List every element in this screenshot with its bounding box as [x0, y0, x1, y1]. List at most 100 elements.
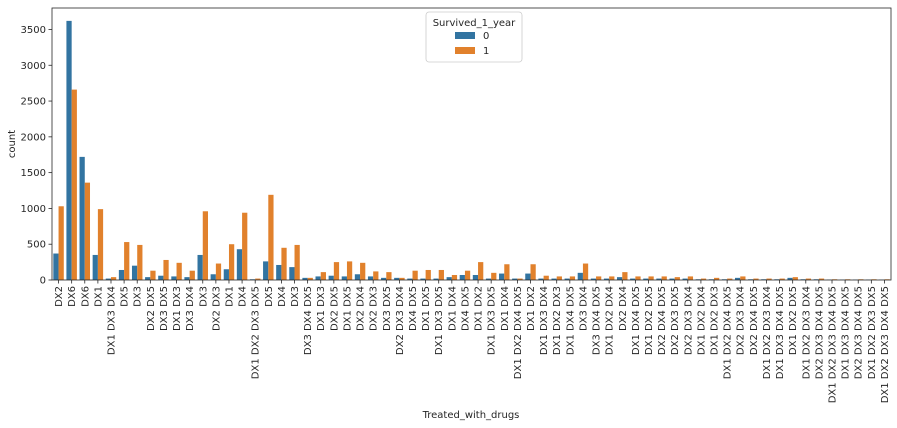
bar-series-0 — [184, 277, 190, 280]
bar-series-0 — [577, 272, 583, 280]
x-tick-label: DX1 DX2 DX4 DX5 — [513, 286, 524, 379]
bar-series-0 — [669, 278, 675, 280]
bar-series-0 — [302, 277, 308, 280]
bar-series-0 — [289, 267, 295, 280]
y-ticks: 0 500 1000 1500 2000 2500 3000 3500 — [21, 25, 52, 287]
x-tick-label: DX3 DX4 DX5 — [303, 286, 314, 355]
bar-series-0 — [210, 274, 216, 280]
bar-series-1 — [700, 278, 707, 280]
y-axis-label: count — [7, 130, 18, 158]
bar-series-0 — [682, 278, 688, 280]
bar-series-1 — [399, 277, 405, 280]
x-tick-label: DX1 DX2 DX4 — [696, 286, 707, 355]
bar-series-1 — [517, 278, 523, 280]
x-tick-label: DX1 — [93, 286, 104, 307]
y-tick-label: 1000 — [21, 204, 46, 215]
x-tick-label: DX2 DX5 — [329, 286, 340, 331]
bar-series-0 — [105, 278, 111, 280]
x-tick-label: DX1 DX2 DX5 — [644, 286, 655, 355]
bar-series-1 — [478, 262, 484, 280]
y-tick-label: 2500 — [21, 97, 46, 108]
bar-series-1 — [124, 242, 130, 280]
bar-series-0 — [118, 269, 125, 280]
bar-series-0 — [617, 277, 623, 280]
bar-series-1 — [215, 263, 222, 280]
x-tick-label: DX1 DX3 DX5 — [487, 286, 498, 355]
bar-series-0 — [433, 278, 439, 280]
x-tick-label: DX2 DX3 — [211, 286, 222, 331]
x-tick-label: DX4 DX5 — [408, 286, 419, 331]
x-tick-label: DX2 DX3 DX4 — [736, 286, 747, 355]
x-tick-label: DX4 — [277, 286, 288, 307]
bar-series-1 — [346, 261, 353, 280]
x-tick-label: DX1 DX2 DX3 DX5 — [251, 286, 262, 379]
x-tick-label: DX1 DX5 — [421, 286, 432, 331]
bar-series-0 — [446, 277, 452, 280]
x-tick-label: DX5 — [120, 286, 131, 307]
bar-series-1 — [530, 264, 536, 280]
bar-series-0 — [92, 254, 98, 280]
legend-title: Survived_1_year — [433, 18, 516, 29]
bars — [53, 20, 890, 280]
x-tick-label: DX3 DX4 — [185, 286, 196, 331]
bar-series-1 — [294, 244, 300, 280]
legend-swatch-0 — [455, 32, 475, 39]
bar-series-1 — [242, 212, 248, 280]
y-tick-label: 3000 — [21, 61, 46, 72]
x-tick-label: DX1 DX4 — [500, 286, 511, 331]
bar-series-0 — [485, 278, 492, 280]
x-tick-label: DX1 DX2 DX5 — [788, 286, 799, 355]
bar-series-1 — [491, 272, 497, 280]
x-tick-label: DX1 DX2 — [474, 286, 485, 331]
bar-series-0 — [328, 275, 334, 280]
bar-series-0 — [236, 249, 243, 280]
y-tick-label: 500 — [27, 240, 46, 251]
bar-series-0 — [512, 278, 518, 280]
plot-frame — [51, 7, 892, 281]
bar-series-0 — [354, 274, 361, 280]
x-tick-label: DX3 — [133, 286, 144, 307]
bar-series-0 — [276, 264, 282, 280]
bar-series-1 — [596, 276, 602, 280]
y-tick-label: 2000 — [21, 132, 46, 143]
bar-series-0 — [223, 269, 229, 280]
x-tick-label: DX1 DX2 DX4 — [605, 286, 616, 355]
bar-series-1 — [425, 269, 431, 280]
bar-series-1 — [451, 274, 458, 280]
bar-series-1 — [202, 211, 208, 280]
x-tick-label: DX1 DX3 DX4 DX5 — [841, 286, 852, 379]
bar-series-1 — [97, 209, 104, 280]
legend-swatch-1 — [455, 47, 475, 54]
x-tick-label: DX1 DX2 DX3 DX4 — [762, 286, 773, 379]
bar-series-1 — [805, 278, 812, 280]
bar-series-0 — [79, 156, 85, 280]
bar-series-0 — [341, 276, 347, 280]
x-tick-label: DX1 DX3 DX4 — [539, 286, 550, 355]
bar-series-0 — [171, 276, 177, 280]
bar-series-0 — [590, 278, 597, 280]
bar-series-0 — [66, 20, 72, 280]
bar-series-1 — [556, 276, 562, 280]
bar-series-1 — [412, 270, 418, 280]
bar-series-1 — [609, 276, 615, 280]
bar-series-1 — [687, 276, 694, 280]
bar-series-1 — [714, 277, 720, 280]
bar-series-1 — [360, 262, 366, 280]
bar-series-0 — [643, 278, 649, 280]
bar-series-1 — [582, 263, 589, 280]
bar-series-1 — [281, 247, 287, 280]
x-tick-label: DX1 DX2 DX3 DX4 — [801, 286, 812, 379]
y-tick-label: 0 — [40, 276, 46, 287]
x-tick-label: DX6 — [80, 286, 91, 307]
bar-series-0 — [525, 273, 531, 280]
legend-label-1: 1 — [483, 46, 489, 57]
bar-series-0 — [315, 276, 321, 280]
bar-series-1 — [766, 278, 772, 280]
x-tick-label: DX1 DX2 DX3 — [710, 286, 721, 355]
x-tick-label: DX3 DX5 — [159, 286, 170, 331]
bar-series-0 — [656, 278, 662, 280]
bar-series-1 — [622, 272, 628, 280]
bar-series-0 — [735, 277, 741, 280]
bar-series-1 — [504, 264, 510, 280]
bar-series-0 — [381, 277, 387, 280]
